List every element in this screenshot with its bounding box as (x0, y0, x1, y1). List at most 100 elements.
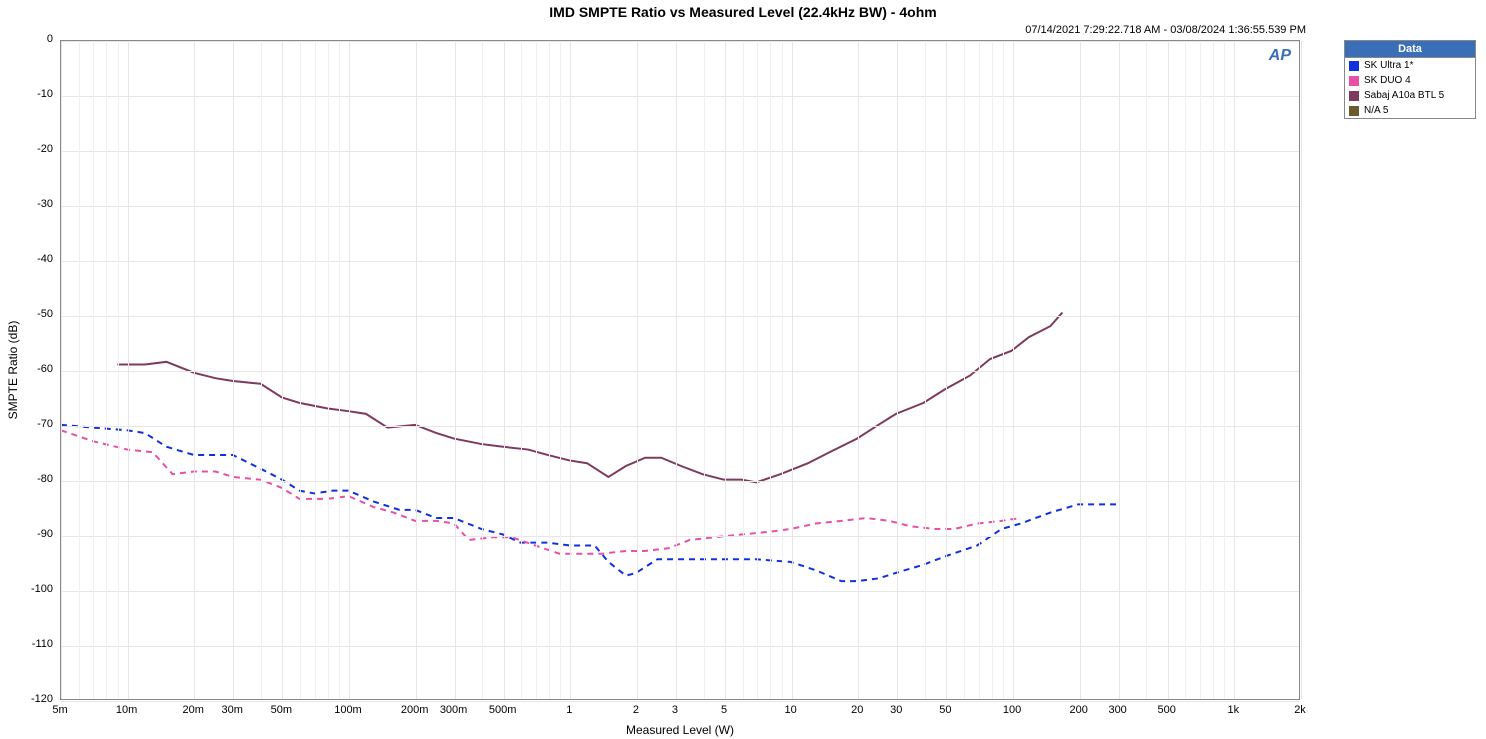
xtick-label: 200 (1069, 704, 1087, 716)
xtick-label: 20m (183, 704, 204, 716)
gridline-v-minor (106, 41, 107, 699)
legend-label: SK Ultra 1* (1364, 60, 1413, 71)
gridline-v-minor (1224, 41, 1225, 699)
gridline-v (194, 41, 195, 699)
gridline-h (61, 41, 1299, 42)
series-sabaj-a10a-btl (117, 312, 1062, 482)
gridline-v (570, 41, 571, 699)
xtick-label: 2 (633, 704, 639, 716)
gridline-v-minor (782, 41, 783, 699)
gridline-v (504, 41, 505, 699)
gridline-h (61, 701, 1299, 702)
ytick-label: -60 (5, 363, 53, 375)
ytick-label: -80 (5, 473, 53, 485)
gridline-v-minor (261, 41, 262, 699)
chart-timestamp: 07/14/2021 7:29:22.718 AM - 03/08/2024 1… (1025, 24, 1306, 36)
gridline-v (1168, 41, 1169, 699)
gridline-v (455, 41, 456, 699)
gridline-h (61, 646, 1299, 647)
xtick-label: 3 (672, 704, 678, 716)
ytick-label: -30 (5, 198, 53, 210)
gridline-h (61, 426, 1299, 427)
xtick-label: 50 (939, 704, 951, 716)
xtick-label: 1 (566, 704, 572, 716)
xtick-label: 500 (1158, 704, 1176, 716)
legend-body: SK Ultra 1* SK DUO 4 Sabaj A10a BTL 5 N/A 5 (1345, 58, 1475, 118)
legend-label: Sabaj A10a BTL 5 (1364, 90, 1444, 101)
gridline-v-minor (992, 41, 993, 699)
xtick-label: 100 (1003, 704, 1021, 716)
gridline-v-minor (979, 41, 980, 699)
gridline-v (61, 41, 62, 699)
plot-area: AP (60, 40, 1300, 700)
gridline-v-minor (964, 41, 965, 699)
ytick-label: -50 (5, 308, 53, 320)
gridline-v-minor (118, 41, 119, 699)
gridline-v-minor (1213, 41, 1214, 699)
xtick-label: 200m (401, 704, 429, 716)
gridline-h (61, 316, 1299, 317)
xtick-label: 30 (890, 704, 902, 716)
xtick-label: 100m (334, 704, 362, 716)
gridline-v-minor (704, 41, 705, 699)
gridline-v-minor (1003, 41, 1004, 699)
chart-title: IMD SMPTE Ratio vs Measured Level (22.4k… (0, 4, 1486, 20)
gridline-v-minor (521, 41, 522, 699)
gridline-h (61, 206, 1299, 207)
legend-item: SK Ultra 1* (1345, 58, 1475, 73)
gridline-v (897, 41, 898, 699)
gridline-v-minor (536, 41, 537, 699)
gridline-v-minor (743, 41, 744, 699)
ytick-label: -20 (5, 143, 53, 155)
legend-label: SK DUO 4 (1364, 75, 1411, 86)
legend-swatch (1349, 76, 1359, 86)
gridline-v (1301, 41, 1302, 699)
xtick-label: 10 (785, 704, 797, 716)
xtick-label: 30m (222, 704, 243, 716)
gridline-v (128, 41, 129, 699)
gridline-v (858, 41, 859, 699)
gridline-v (676, 41, 677, 699)
gridline-h (61, 371, 1299, 372)
ytick-label: -10 (5, 88, 53, 100)
gridline-v-minor (549, 41, 550, 699)
legend-label: N/A 5 (1364, 105, 1388, 116)
legend-item: N/A 5 (1345, 103, 1475, 118)
ytick-label: 0 (5, 33, 53, 45)
ytick-label: -100 (5, 583, 53, 595)
xtick-label: 2k (1294, 704, 1306, 716)
gridline-v-minor (93, 41, 94, 699)
chart-lines-svg (61, 41, 1299, 699)
gridline-v (1234, 41, 1235, 699)
gridline-v (416, 41, 417, 699)
gridline-v (1013, 41, 1014, 699)
legend-box: Data SK Ultra 1*SK DUO 4Sabaj A10a BTL 5… (1344, 40, 1476, 119)
gridline-v-minor (482, 41, 483, 699)
gridline-v (792, 41, 793, 699)
gridline-h (61, 536, 1299, 537)
legend-item: Sabaj A10a BTL 5 (1345, 88, 1475, 103)
legend-item: SK DUO 4 (1345, 73, 1475, 88)
xtick-label: 300 (1108, 704, 1126, 716)
gridline-v-minor (560, 41, 561, 699)
gridline-h (61, 591, 1299, 592)
ytick-label: -110 (5, 638, 53, 650)
gridline-v (233, 41, 234, 699)
gridline-v-minor (1185, 41, 1186, 699)
gridline-v (1080, 41, 1081, 699)
gridline-v-minor (328, 41, 329, 699)
xtick-label: 50m (271, 704, 292, 716)
legend-swatch (1349, 106, 1359, 116)
gridline-v-minor (315, 41, 316, 699)
gridline-h (61, 151, 1299, 152)
xtick-label: 5 (721, 704, 727, 716)
gridline-h (61, 261, 1299, 262)
x-axis-label: Measured Level (W) (0, 723, 1360, 737)
legend-swatch (1349, 91, 1359, 101)
series-sk-ultra (61, 425, 1117, 581)
ytick-label: -40 (5, 253, 53, 265)
xtick-label: 300m (440, 704, 468, 716)
xtick-label: 10m (116, 704, 137, 716)
gridline-v-minor (79, 41, 80, 699)
gridline-v-minor (770, 41, 771, 699)
